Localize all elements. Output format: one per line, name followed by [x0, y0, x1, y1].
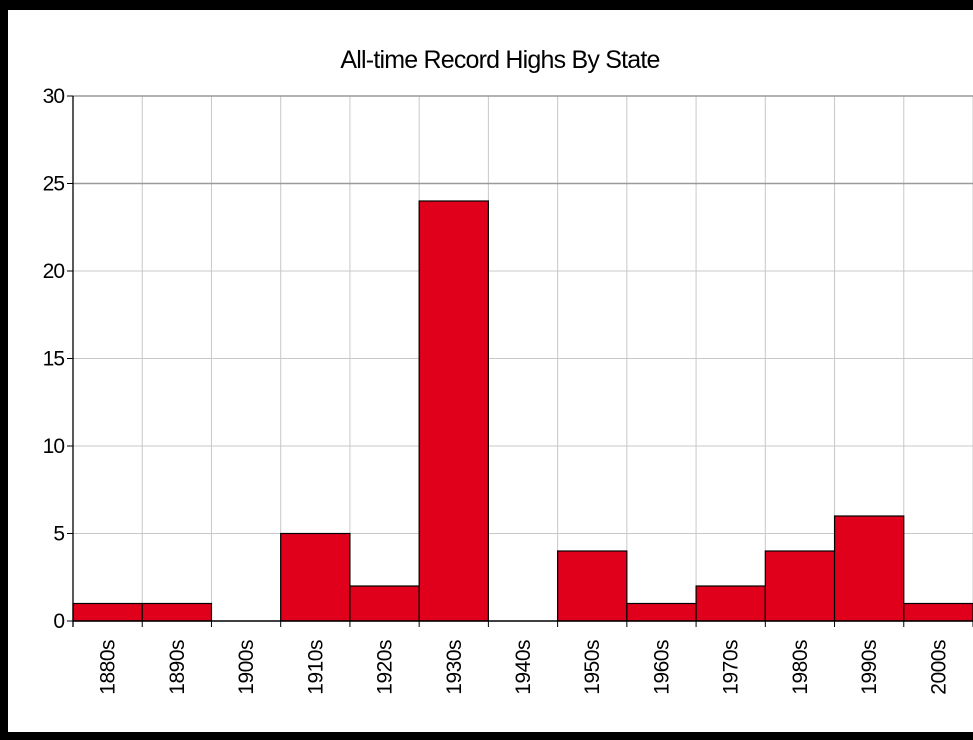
x-tick-label: 1910s	[304, 640, 327, 695]
x-tick-label: 1920s	[374, 640, 397, 695]
y-tick-label: 5	[53, 523, 64, 546]
bar-1980s	[764, 550, 836, 622]
x-tick-label: 1960s	[650, 640, 673, 695]
bar-1960s	[626, 602, 697, 622]
y-tick-label: 15	[43, 348, 65, 371]
bar-1970s	[695, 585, 766, 622]
x-tick-label: 2000s	[927, 640, 950, 695]
chart-title: All-time Record Highs By State	[340, 46, 659, 74]
x-tick-label: 1950s	[581, 640, 604, 695]
y-tick-label: 10	[43, 435, 65, 458]
bar-1890s	[141, 602, 213, 622]
bar-1950s	[557, 550, 628, 622]
grid	[73, 95, 973, 621]
y-tick-label: 30	[43, 85, 65, 108]
bar-2000s	[903, 602, 973, 622]
y-tick-label: 0	[53, 610, 64, 633]
bar-1910s	[280, 532, 351, 622]
bar-1880s	[72, 602, 143, 622]
x-tick-label: 1930s	[443, 640, 466, 695]
x-tick-label: 1900s	[235, 640, 258, 695]
bar-1920s	[349, 585, 420, 622]
bar-1930s	[418, 200, 489, 622]
x-tick-label: 1880s	[97, 640, 120, 695]
axes	[67, 95, 973, 627]
bar-1990s	[833, 515, 905, 622]
x-tick-label: 1890s	[166, 640, 189, 695]
x-tick-label: 1980s	[789, 640, 812, 695]
tick-labels: 0 5 10 15 20 25 30 1880s 1890s 1900s 1910s 1920s 193…	[43, 85, 951, 695]
x-tick-label: 1990s	[858, 640, 881, 695]
y-tick-label: 20	[43, 260, 65, 283]
bars	[72, 200, 973, 622]
x-tick-label: 1970s	[720, 640, 743, 695]
x-tick-label: 1940s	[512, 640, 535, 695]
y-tick-label: 25	[43, 173, 65, 196]
